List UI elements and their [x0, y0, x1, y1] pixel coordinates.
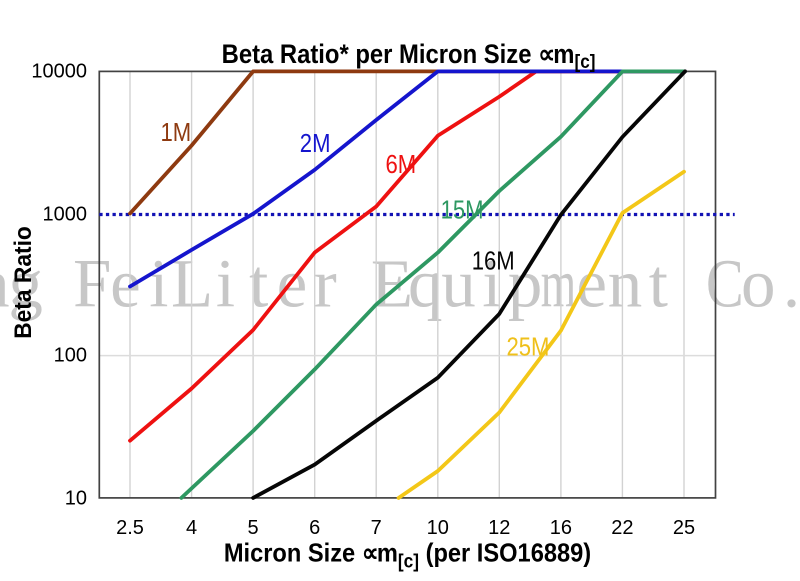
svg-text:25: 25	[673, 517, 695, 539]
svg-text:u: u	[441, 246, 476, 322]
svg-text:C: C	[706, 245, 744, 322]
svg-text:g: g	[8, 246, 43, 322]
svg-text:4: 4	[186, 517, 197, 539]
svg-text:o: o	[741, 246, 776, 322]
svg-text:7: 7	[371, 517, 382, 539]
svg-text:n: n	[608, 246, 643, 322]
svg-text:6M: 6M	[386, 150, 417, 179]
svg-text:r: r	[314, 246, 337, 322]
svg-text:i: i	[216, 246, 235, 322]
svg-text:2.5: 2.5	[116, 517, 144, 539]
svg-text:100: 100	[54, 345, 87, 367]
svg-text:t: t	[649, 246, 668, 322]
svg-text:q: q	[408, 246, 443, 322]
svg-text:E: E	[371, 246, 413, 322]
svg-text:1000: 1000	[43, 203, 88, 225]
svg-text:.: .	[783, 246, 800, 322]
svg-text:t: t	[249, 246, 268, 322]
svg-text:22: 22	[611, 517, 633, 539]
svg-text:16M: 16M	[472, 247, 515, 276]
svg-text:12: 12	[488, 517, 510, 539]
svg-text:10: 10	[65, 488, 87, 510]
svg-text:2M: 2M	[300, 129, 331, 158]
svg-text:10000: 10000	[31, 60, 87, 82]
svg-text:10: 10	[427, 517, 449, 539]
svg-text:i: i	[482, 246, 501, 322]
svg-text:25M: 25M	[507, 333, 550, 362]
svg-text:e: e	[576, 246, 607, 322]
svg-text:Micron Size ∝m[c] (per ISO1688: Micron Size ∝m[c] (per ISO16889)	[224, 540, 591, 572]
svg-text:Beta Ratio* per Micron Size ∝m: Beta Ratio* per Micron Size ∝m[c]	[222, 40, 596, 72]
svg-text:p: p	[508, 246, 543, 322]
svg-text:1M: 1M	[161, 118, 192, 147]
svg-text:Beta Ratio: Beta Ratio	[10, 226, 37, 339]
svg-text:6: 6	[309, 517, 320, 539]
svg-text:15M: 15M	[441, 196, 484, 225]
svg-text:n: n	[0, 246, 10, 322]
svg-text:16: 16	[550, 517, 572, 539]
svg-text:i: i	[149, 246, 168, 322]
svg-text:F: F	[73, 246, 111, 322]
svg-text:5: 5	[248, 517, 259, 539]
